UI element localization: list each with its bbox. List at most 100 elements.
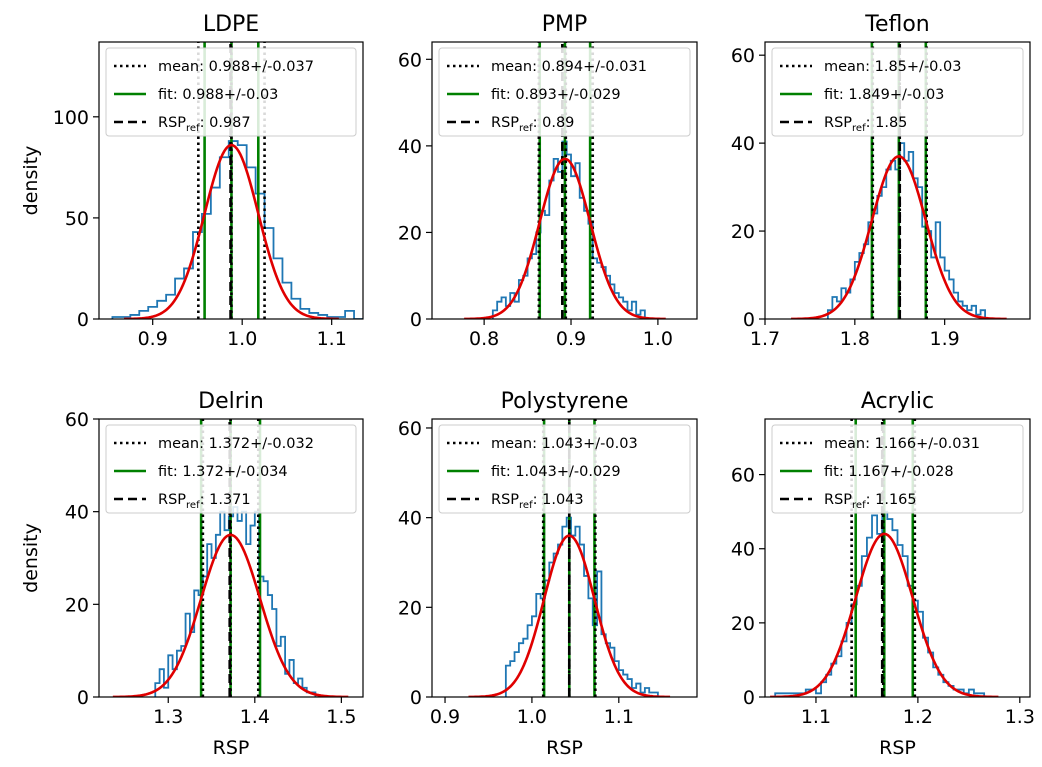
legend-ref-sep: : (866, 115, 876, 131)
panel-delrin: mean: 1.372+/-0.032 fit: 1.372+/-0.034 RSP… (20, 389, 364, 759)
x-axis-label: RSP (879, 737, 916, 759)
legend-fit-value: 1.167+/-0.028 (848, 464, 953, 480)
y-tick-label: 100 (53, 107, 89, 129)
legend-mean-value: 1.166+/-0.031 (875, 436, 980, 452)
legend-ref-main: RSP (491, 115, 519, 131)
legend-mean-prefix: mean: (491, 436, 542, 452)
x-tick-label: 1.2 (903, 706, 933, 728)
panel-ldpe: mean: 0.988+/-0.037 fit: 0.988+/-0.03 RSPr… (20, 12, 364, 350)
legend-frame (771, 424, 1024, 514)
legend: mean: 1.372+/-0.032 fit: 1.372+/-0.034 RSP… (105, 424, 357, 514)
x-tick-label: 1.1 (604, 706, 634, 728)
x-tick-label: 1.1 (801, 706, 831, 728)
panel-title: Teflon (864, 12, 930, 37)
panel-pmp: mean: 0.894+/-0.031 fit: 0.893+/-0.029 RSP… (398, 12, 698, 350)
legend-mean-label: mean: 0.894+/-0.031 (491, 59, 647, 75)
panel-teflon: mean: 1.85+/-0.03 fit: 1.849+/-0.03 RSPref… (731, 12, 1031, 350)
panel-title: PMP (542, 12, 588, 37)
legend-ref-main: RSP (824, 115, 852, 131)
legend-mean-value: 0.894+/-0.031 (542, 59, 647, 75)
axes-frame (431, 41, 698, 320)
y-tick-label: 40 (398, 508, 422, 530)
y-tick-label: 20 (65, 594, 89, 616)
histogram-step (491, 140, 646, 319)
legend-ref-sub: ref (519, 123, 533, 134)
legend-ref-sub: ref (186, 123, 200, 134)
y-tick-label: 60 (398, 49, 422, 71)
x-tick-label: 1.0 (643, 328, 673, 350)
x-tick-label: 1.4 (240, 706, 270, 728)
y-tick-label: 20 (398, 222, 422, 244)
plot-area (791, 42, 1007, 319)
legend-frame (438, 47, 691, 137)
x-tick-label: 1.3 (153, 706, 183, 728)
legend-mean-value: 1.372+/-0.032 (209, 436, 314, 452)
fit-curve (124, 143, 339, 319)
legend-ref-sub: ref (186, 500, 200, 511)
legend-ref-label: RSPref: 1.043 (491, 492, 584, 511)
legend-ref-value: 1.85 (875, 115, 907, 131)
y-tick-label: 40 (65, 502, 89, 524)
legend-mean-prefix: mean: (824, 59, 875, 75)
legend-frame (438, 424, 691, 514)
y-tick-label: 60 (731, 45, 755, 67)
y-tick-label: 20 (731, 613, 755, 635)
y-tick-label: 20 (398, 597, 422, 619)
legend-mean-value: 0.988+/-0.037 (209, 59, 314, 75)
x-tick-label: 0.9 (138, 328, 168, 350)
legend-mean-label: mean: 1.043+/-0.03 (491, 436, 638, 452)
legend-ref-value: 0.987 (209, 115, 251, 131)
legend-mean-prefix: mean: (158, 59, 209, 75)
y-tick-label: 0 (77, 309, 89, 331)
axes-frame (98, 41, 364, 320)
panel-title: Delrin (198, 389, 264, 414)
legend-fit-prefix: fit: (824, 87, 848, 103)
histogram-step (826, 142, 986, 319)
legend-mean-label: mean: 0.988+/-0.037 (158, 59, 314, 75)
y-tick-label: 0 (743, 687, 755, 709)
y-tick-label: 0 (410, 687, 422, 709)
panel-title: Polystyrene (501, 389, 629, 414)
fit-curve (468, 534, 671, 697)
legend-ref-label: RSPref: 1.371 (158, 492, 251, 511)
y-tick-label: 40 (731, 539, 755, 561)
legend: mean: 1.166+/-0.031 fit: 1.167+/-0.028 RSP… (771, 424, 1024, 514)
axes-frame (764, 41, 1031, 320)
y-tick-label: 60 (65, 409, 89, 431)
axes-frame (764, 418, 1031, 698)
panel-title: Acrylic (861, 389, 934, 414)
legend-fit-prefix: fit: (491, 87, 515, 103)
legend: mean: 0.988+/-0.037 fit: 0.988+/-0.03 RSPr… (105, 47, 357, 137)
legend-fit-label: fit: 1.372+/-0.034 (158, 464, 288, 480)
legend: mean: 1.043+/-0.03 fit: 1.043+/-0.029 RSPr… (438, 424, 691, 514)
legend-fit-prefix: fit: (824, 464, 848, 480)
y-tick-label: 50 (65, 208, 89, 230)
axes-frame (98, 418, 364, 698)
legend-ref-sub: ref (519, 500, 533, 511)
x-axis-label: RSP (546, 737, 583, 759)
legend-ref-main: RSP (491, 492, 519, 508)
y-tick-label: 0 (410, 309, 422, 331)
histogram-step (111, 140, 363, 319)
legend-ref-value: 0.89 (542, 115, 574, 131)
legend-fit-label: fit: 1.849+/-0.03 (824, 87, 944, 103)
legend-ref-value: 1.165 (875, 492, 917, 508)
axes-frame (431, 418, 698, 698)
legend: mean: 1.85+/-0.03 fit: 1.849+/-0.03 RSPref… (771, 47, 1024, 137)
x-tick-label: 1.0 (227, 328, 257, 350)
legend-mean-prefix: mean: (824, 436, 875, 452)
legend-ref-label: RSPref: 0.89 (491, 115, 574, 134)
legend-fit-value: 0.893+/-0.029 (515, 87, 620, 103)
legend-mean-label: mean: 1.166+/-0.031 (824, 436, 980, 452)
legend-ref-value: 1.043 (542, 492, 584, 508)
legend-mean-value: 1.043+/-0.03 (542, 436, 638, 452)
legend-fit-value: 1.043+/-0.029 (515, 464, 620, 480)
legend-mean-label: mean: 1.85+/-0.03 (824, 59, 961, 75)
fit-curve (112, 533, 349, 697)
x-tick-label: 1.3 (1005, 706, 1035, 728)
legend-ref-sep: : (533, 115, 543, 131)
legend-fit-prefix: fit: (491, 464, 515, 480)
legend-ref-sep: : (866, 492, 876, 508)
